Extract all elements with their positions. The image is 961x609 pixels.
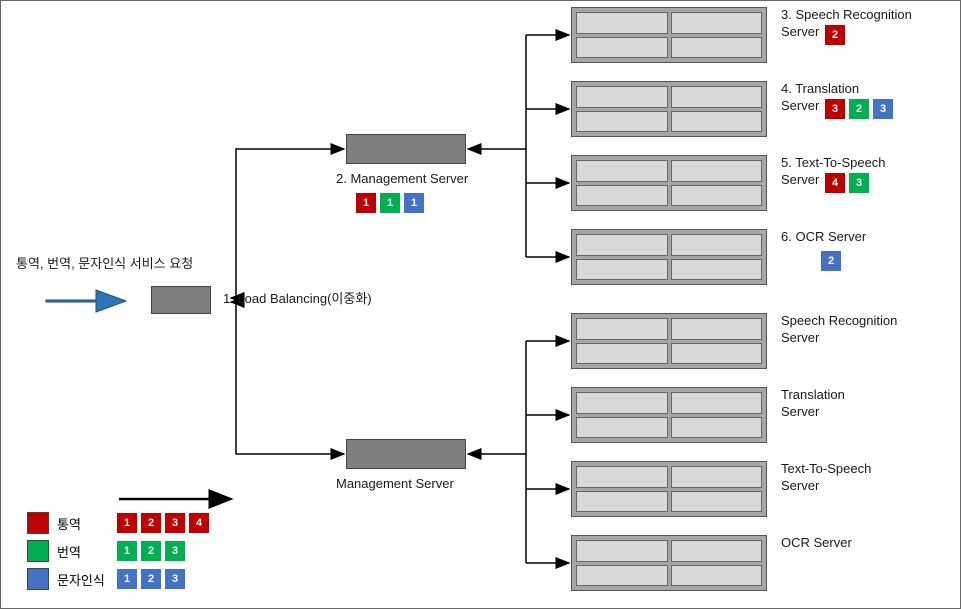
legend-badge: 1: [117, 569, 137, 589]
sequence-badge: 1: [404, 193, 424, 213]
server-cell: [671, 565, 763, 587]
sequence-badge: 3: [825, 99, 845, 119]
management-server-top: [346, 134, 466, 164]
sequence-badge: 2: [825, 25, 845, 45]
legend-badge: 1: [117, 541, 137, 561]
legend-swatch: [27, 512, 49, 534]
server-cell: [671, 417, 763, 439]
server-cell: [671, 392, 763, 414]
server-cell: [576, 259, 668, 281]
legend-swatch: [27, 568, 49, 590]
server-cell: [671, 318, 763, 340]
server-badges: 2: [825, 25, 849, 45]
server-badges: 2: [821, 251, 845, 271]
server-cell: [576, 491, 668, 513]
legend-badge: 4: [189, 513, 209, 533]
sequence-badge: 1: [356, 193, 376, 213]
load-balancing-node: [151, 286, 211, 314]
sequence-badge: 3: [873, 99, 893, 119]
server-cell: [671, 12, 763, 34]
server-cell: [576, 234, 668, 256]
legend-row: 번역 123: [27, 539, 213, 563]
server-cell: [576, 185, 668, 207]
server-cell: [671, 540, 763, 562]
management-server-bottom: [346, 439, 466, 469]
sequence-badge: 2: [849, 99, 869, 119]
server-cell: [576, 565, 668, 587]
legend-badge: 2: [141, 569, 161, 589]
legend-badge: 2: [141, 541, 161, 561]
management-bottom-label: Management Server: [336, 476, 454, 493]
request-arrow: [46, 290, 126, 312]
legend-swatch: [27, 540, 49, 562]
server-cell: [576, 37, 668, 59]
sequence-badge: 4: [825, 173, 845, 193]
server-cell: [576, 160, 668, 182]
server-cell: [576, 392, 668, 414]
legend-badge: 2: [141, 513, 161, 533]
server-label: Text-To-SpeechServer: [781, 461, 871, 495]
legend-row: 통역 1234: [27, 511, 213, 535]
server-badges: 43: [825, 173, 873, 193]
server-label: 6. OCR Server: [781, 229, 866, 246]
server-cell: [576, 12, 668, 34]
server-label: TranslationServer: [781, 387, 845, 421]
server-block: [571, 461, 767, 517]
architecture-diagram: 통역, 번역, 문자인식 서비스 요청 1. Load Balancing(이중…: [0, 0, 961, 609]
server-cell: [671, 111, 763, 133]
sequence-badge: 1: [380, 193, 400, 213]
server-cell: [671, 185, 763, 207]
server-cell: [671, 343, 763, 365]
legend-text: 번역: [57, 542, 117, 561]
server-label: Speech RecognitionServer: [781, 313, 897, 347]
management-top-label: 2. Management Server: [336, 171, 468, 188]
server-block: [571, 387, 767, 443]
server-cell: [671, 491, 763, 513]
server-cell: [576, 343, 668, 365]
server-cell: [576, 86, 668, 108]
server-cell: [576, 111, 668, 133]
load-balancing-label: 1. Load Balancing(이중화): [223, 291, 372, 308]
server-block: [571, 155, 767, 211]
server-cell: [576, 417, 668, 439]
legend: 통역 1234 번역 123 문자인식 123: [27, 511, 213, 595]
server-block: [571, 535, 767, 591]
server-block: [571, 229, 767, 285]
server-cell: [671, 466, 763, 488]
legend-badge: 1: [117, 513, 137, 533]
server-badges: 323: [825, 99, 897, 119]
server-cell: [671, 259, 763, 281]
server-cell: [671, 86, 763, 108]
legend-text: 문자인식: [57, 570, 117, 589]
legend-text: 통역: [57, 514, 117, 533]
server-cell: [671, 37, 763, 59]
server-cell: [576, 540, 668, 562]
legend-badge: 3: [165, 541, 185, 561]
management-top-badges: 111: [356, 193, 428, 213]
legend-badge: 3: [165, 569, 185, 589]
server-block: [571, 7, 767, 63]
server-cell: [576, 466, 668, 488]
server-block: [571, 313, 767, 369]
server-cell: [671, 160, 763, 182]
server-block: [571, 81, 767, 137]
sequence-badge: 3: [849, 173, 869, 193]
request-label: 통역, 번역, 문자인식 서비스 요청: [16, 256, 193, 273]
server-cell: [576, 318, 668, 340]
sequence-badge: 2: [821, 251, 841, 271]
server-cell: [671, 234, 763, 256]
legend-row: 문자인식 123: [27, 567, 213, 591]
legend-badge: 3: [165, 513, 185, 533]
server-label: OCR Server: [781, 535, 852, 552]
